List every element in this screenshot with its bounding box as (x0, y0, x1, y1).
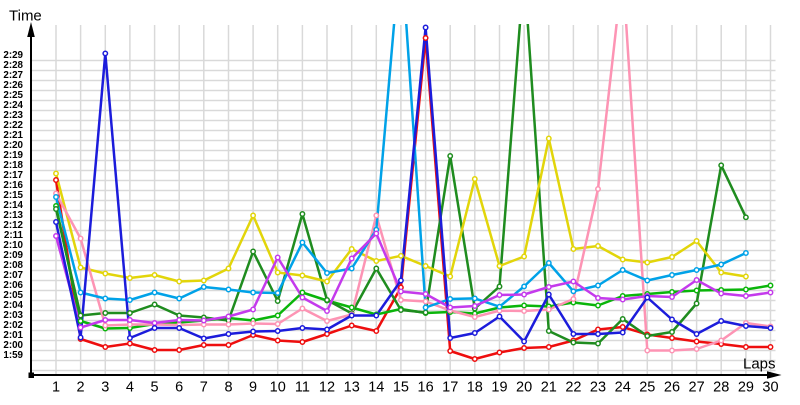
svg-text:2:01: 2:01 (3, 330, 23, 341)
svg-text:6: 6 (175, 380, 183, 396)
svg-text:2:05: 2:05 (3, 290, 23, 301)
svg-text:20: 20 (516, 380, 532, 396)
svg-text:3: 3 (101, 380, 109, 396)
svg-text:1:59: 1:59 (3, 350, 23, 361)
svg-text:2:19: 2:19 (3, 150, 23, 161)
svg-text:2:29: 2:29 (3, 50, 23, 61)
svg-text:2:00: 2:00 (3, 340, 23, 351)
svg-text:30: 30 (762, 380, 778, 396)
svg-text:2:11: 2:11 (4, 230, 24, 241)
svg-text:18: 18 (467, 380, 483, 396)
svg-text:2:06: 2:06 (3, 280, 23, 291)
svg-text:27: 27 (689, 380, 705, 396)
svg-text:22: 22 (565, 380, 581, 396)
svg-text:10: 10 (270, 380, 286, 396)
svg-text:17: 17 (442, 380, 458, 396)
svg-text:2:14: 2:14 (3, 200, 23, 211)
svg-text:2:21: 2:21 (3, 130, 23, 141)
svg-text:2:28: 2:28 (3, 60, 23, 71)
svg-text:2:27: 2:27 (3, 70, 23, 81)
svg-text:2:04: 2:04 (3, 300, 23, 311)
svg-text:19: 19 (491, 380, 507, 396)
svg-text:1: 1 (52, 380, 60, 396)
svg-text:Time: Time (9, 8, 42, 25)
svg-text:2:13: 2:13 (3, 210, 23, 221)
svg-text:7: 7 (200, 380, 208, 396)
svg-text:2:17: 2:17 (3, 170, 23, 181)
svg-text:9: 9 (249, 380, 257, 396)
svg-text:23: 23 (590, 380, 606, 396)
svg-text:28: 28 (713, 380, 729, 396)
svg-text:2: 2 (77, 380, 85, 396)
svg-text:2:24: 2:24 (3, 100, 23, 111)
svg-text:2:16: 2:16 (3, 180, 23, 191)
svg-text:4: 4 (126, 380, 134, 396)
svg-text:2:26: 2:26 (3, 80, 23, 91)
svg-text:12: 12 (319, 380, 335, 396)
svg-text:13: 13 (344, 380, 360, 396)
svg-text:2:12: 2:12 (3, 220, 23, 231)
svg-text:2:09: 2:09 (3, 250, 23, 261)
svg-text:2:15: 2:15 (3, 190, 23, 201)
svg-text:2:10: 2:10 (3, 240, 23, 251)
svg-text:15: 15 (393, 380, 409, 396)
svg-text:2:18: 2:18 (3, 160, 23, 171)
svg-text:16: 16 (418, 380, 434, 396)
svg-text:2:08: 2:08 (3, 260, 23, 271)
svg-text:11: 11 (295, 380, 310, 396)
svg-text:2:22: 2:22 (3, 120, 23, 131)
svg-text:8: 8 (224, 380, 232, 396)
svg-text:24: 24 (615, 380, 631, 396)
svg-text:5: 5 (151, 380, 159, 396)
svg-text:2:07: 2:07 (3, 270, 23, 281)
svg-text:2:03: 2:03 (3, 310, 23, 321)
svg-text:2:25: 2:25 (3, 90, 23, 101)
svg-text:29: 29 (738, 380, 754, 396)
svg-text:Laps: Laps (743, 356, 776, 373)
svg-text:2:20: 2:20 (3, 140, 23, 151)
svg-text:26: 26 (664, 380, 680, 396)
svg-text:25: 25 (639, 380, 655, 396)
svg-text:21: 21 (541, 380, 557, 396)
svg-text:2:02: 2:02 (3, 320, 23, 331)
svg-text:14: 14 (368, 380, 384, 396)
svg-text:2:23: 2:23 (3, 110, 23, 121)
